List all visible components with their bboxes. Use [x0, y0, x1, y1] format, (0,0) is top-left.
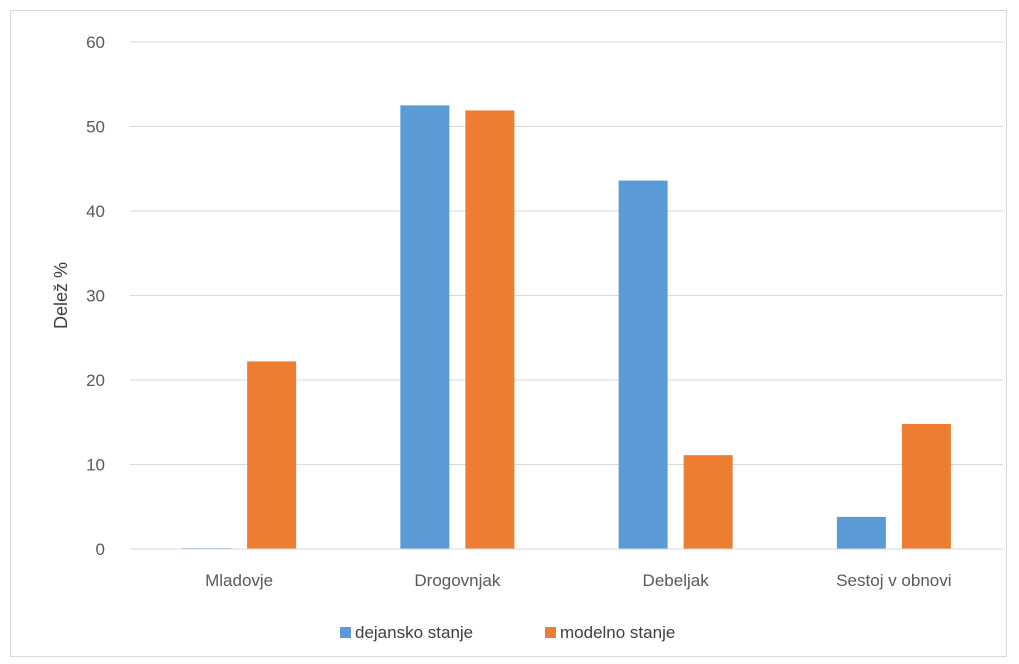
bar-modelno-stanje-0	[247, 361, 297, 549]
bar-dejansko-stanje-1	[400, 105, 450, 549]
x-tick-label: Debeljak	[643, 571, 710, 590]
y-tick-label: 20	[86, 371, 105, 390]
bar-modelno-stanje-2	[683, 455, 733, 549]
y-tick-label: 60	[86, 33, 105, 52]
bar-dejansko-stanje-2	[618, 180, 668, 549]
x-tick-label: Drogovnjak	[414, 571, 500, 590]
x-tick-label: Sestoj v obnovi	[836, 571, 951, 590]
legend-swatch	[340, 627, 351, 638]
legend-swatch	[545, 627, 556, 638]
x-tick-label: Mladovje	[205, 571, 273, 590]
y-tick-label: 50	[86, 118, 105, 137]
y-axis-ticks: 0 10 20 30 40 50 60	[86, 33, 105, 559]
y-axis-label: Delež %	[51, 262, 71, 329]
legend: dejansko stanje modelno stanje	[340, 623, 675, 642]
bar-modelno-stanje-1	[465, 110, 515, 549]
bar-dejansko-stanje-3	[836, 516, 886, 549]
bars	[182, 105, 951, 549]
legend-label: modelno stanje	[560, 623, 675, 642]
bar-modelno-stanje-3	[901, 423, 951, 549]
y-tick-label: 10	[86, 456, 105, 475]
y-tick-label: 40	[86, 202, 105, 221]
y-tick-label: 30	[86, 287, 105, 306]
y-tick-label: 0	[96, 540, 105, 559]
x-axis-ticks: Mladovje Drogovnjak Debeljak Sestoj v obnov…	[205, 571, 951, 590]
legend-label: dejansko stanje	[355, 623, 473, 642]
